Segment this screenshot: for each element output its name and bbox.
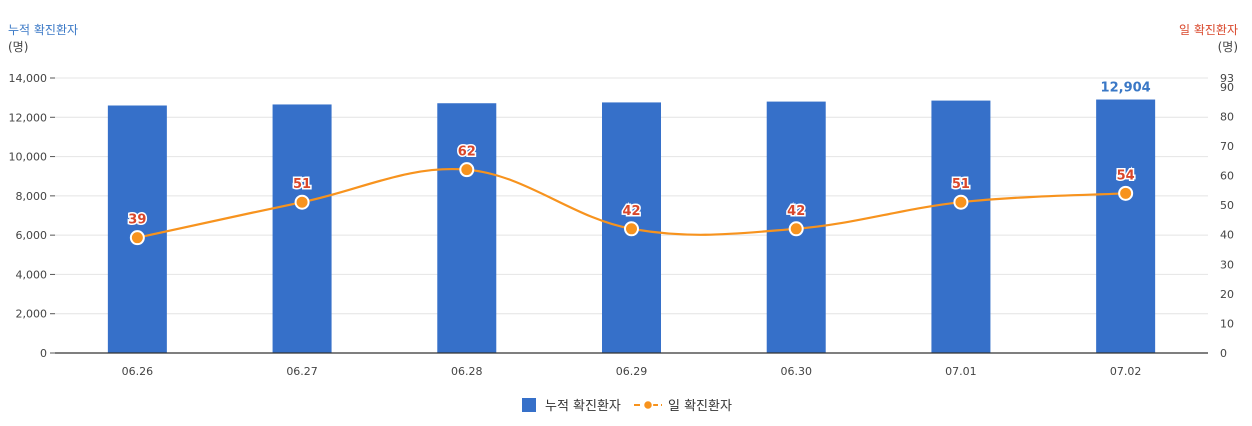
right-axis-title: 일 확진환자 (1179, 23, 1238, 37)
line-value-label: 42 (787, 204, 805, 219)
right-tick-label: 70 (1220, 140, 1234, 153)
right-axis-unit: (명) (1218, 40, 1238, 54)
line-point (294, 194, 310, 210)
legend-label-bar: 누적 확진환자 (545, 399, 621, 414)
x-tick-label: 07.01 (945, 365, 977, 378)
line-point (953, 194, 969, 210)
right-tick-label: 30 (1220, 258, 1234, 271)
legend: 누적 확진환자 일 확진환자 (522, 398, 732, 414)
legend-swatch-bar (522, 398, 536, 412)
data-labels: 39 51 62 42 42 51 54 12,904 (127, 81, 1151, 230)
x-axis: 06.26 06.27 06.28 06.29 06.30 07.01 07.02 (122, 365, 1142, 378)
line-value-label: 51 (952, 177, 970, 192)
left-tick-label: 4,000 (16, 268, 48, 281)
right-tick-label: 50 (1220, 199, 1234, 212)
line-point (129, 230, 145, 246)
x-tick-label: 06.28 (451, 365, 483, 378)
line-point (1118, 185, 1134, 201)
line-value-label: 39 (128, 213, 146, 228)
left-axis-unit: (명) (8, 40, 28, 54)
line-point (788, 221, 804, 237)
right-tick-label: 93 (1220, 72, 1234, 85)
right-tick-label: 40 (1220, 229, 1234, 242)
bar-value-label: 12,904 (1101, 81, 1151, 96)
left-tick-label: 8,000 (16, 190, 48, 203)
left-tick-label: 14,000 (9, 72, 48, 85)
bar (107, 105, 167, 353)
line-point (624, 221, 639, 237)
line-series (129, 162, 1134, 246)
line-value-label: 62 (458, 145, 476, 160)
left-y-axis: 0 2,000 4,000 6,000 8,000 10,000 12,000 14,000 (9, 72, 55, 360)
right-tick-label: 10 (1220, 317, 1234, 330)
bar (437, 103, 497, 353)
x-tick-label: 06.29 (616, 365, 648, 378)
bar (1096, 99, 1156, 354)
left-tick-label: 6,000 (16, 229, 48, 242)
left-axis-title: 누적 확진환자 (8, 23, 78, 37)
left-tick-label: 0 (40, 347, 47, 360)
line-value-label: 42 (622, 204, 640, 219)
x-tick-label: 06.30 (780, 365, 812, 378)
left-tick-label: 2,000 (16, 308, 48, 321)
x-tick-label: 06.26 (122, 365, 154, 378)
line-value-label: 54 (1117, 168, 1135, 183)
legend-label-line: 일 확진환자 (668, 399, 732, 414)
x-tick-label: 06.27 (286, 365, 318, 378)
left-tick-label: 10,000 (9, 151, 48, 164)
legend-marker-line (642, 399, 654, 411)
line-value-label: 51 (293, 177, 311, 192)
x-tick-label: 07.02 (1110, 365, 1142, 378)
line-point (459, 162, 475, 178)
right-tick-label: 80 (1220, 110, 1234, 123)
bar (931, 100, 991, 353)
right-tick-label: 20 (1220, 288, 1234, 301)
right-tick-label: 0 (1220, 347, 1227, 360)
bar (272, 104, 332, 354)
right-tick-label: 90 (1220, 81, 1234, 94)
right-tick-label: 60 (1220, 170, 1234, 183)
left-tick-label: 12,000 (9, 111, 48, 124)
